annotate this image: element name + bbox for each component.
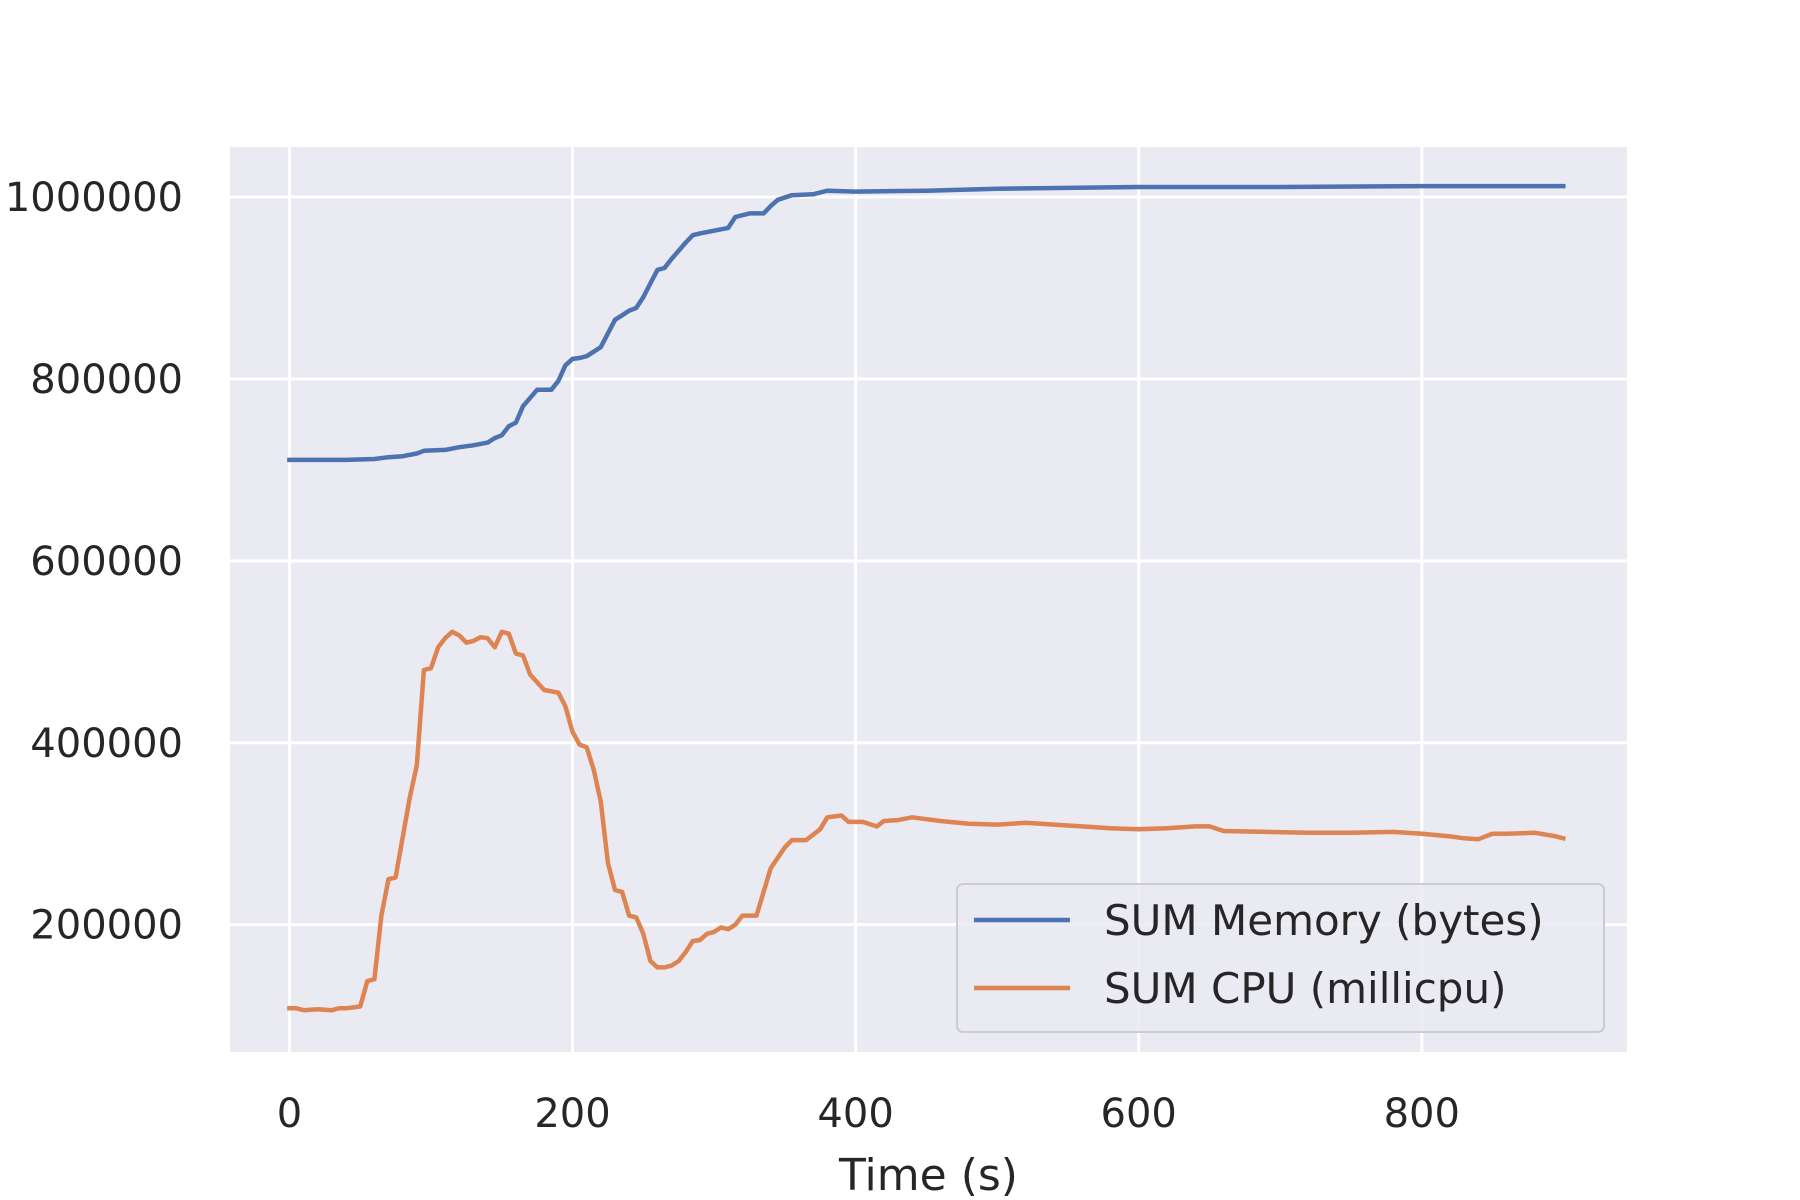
x-tick-label: 200 <box>534 1091 610 1137</box>
x-tick-label: 800 <box>1384 1091 1460 1137</box>
legend-label: SUM Memory (bytes) <box>1104 896 1544 945</box>
series-line-1 <box>287 629 1567 1013</box>
y-tick-label: 800000 <box>30 357 183 403</box>
tick-labels: 0 200 400 600 800 200000 400000 600000 800000 100… <box>5 175 1460 1137</box>
x-tick-label: 600 <box>1101 1091 1177 1137</box>
legend: SUM Memory (bytes) SUM CPU (millicpu) <box>956 883 1605 1033</box>
x-tick-label: 0 <box>277 1091 302 1137</box>
y-tick-label: 1000000 <box>5 175 183 221</box>
y-tick-label: 200000 <box>30 903 183 949</box>
grid-lines <box>230 147 1627 1052</box>
series-line-0 <box>287 183 1566 463</box>
y-tick-label: 600000 <box>30 539 183 585</box>
legend-box <box>956 883 1605 1033</box>
x-axis-label: Time (s) <box>838 1150 1018 1200</box>
series-lines <box>287 183 1567 1013</box>
x-tick-label: 400 <box>817 1091 893 1137</box>
y-tick-label: 400000 <box>30 721 183 767</box>
legend-label: SUM CPU (millicpu) <box>1104 964 1506 1013</box>
